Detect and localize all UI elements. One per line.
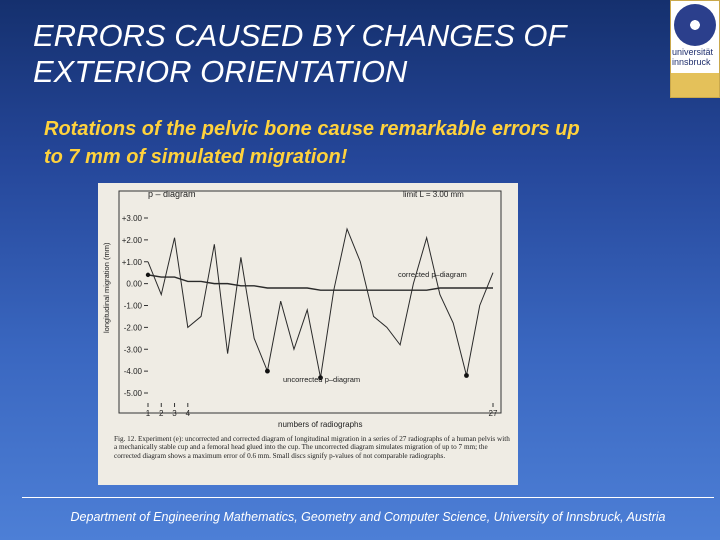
y-tick-label: -1.00 <box>124 302 143 311</box>
x-tick-label: 4 <box>186 409 191 418</box>
slide-footer: Department of Engineering Mathematics, G… <box>70 510 666 524</box>
y-tick-label: -2.00 <box>124 323 143 332</box>
y-tick-label: -5.00 <box>124 389 143 398</box>
chart-title: p – diagram <box>148 189 196 199</box>
migration-chart: p – diagram limit L = 3.00 mm longitudin… <box>102 189 510 460</box>
figure-caption-box: Fig. 12. Experiment (e): uncorrected and… <box>114 435 510 460</box>
uncorrected-series-line <box>147 227 494 378</box>
x-tick-label: 2 <box>159 409 164 418</box>
y-tick-label: +3.00 <box>122 214 143 223</box>
x-tick-label: 1 <box>146 409 151 418</box>
logo-line-2: innsbruck <box>672 57 711 67</box>
y-axis-label: longitudinal migration (mm) <box>102 242 111 333</box>
slide-title: ERRORS CAUSED BY CHANGES OF EXTERIOR ORI… <box>33 18 566 89</box>
x-tick-label: 27 <box>489 409 498 418</box>
data-point-disc <box>464 373 469 378</box>
y-tick-label: -3.00 <box>124 345 143 354</box>
plot-frame <box>118 190 502 414</box>
y-tick-label: +2.00 <box>122 236 143 245</box>
corrected-series-label: corrected p–diagram <box>398 270 467 279</box>
logo-line-1: universität <box>672 47 714 57</box>
data-point-disc <box>145 272 151 278</box>
corrected-series-line <box>147 274 493 291</box>
slide-subtitle: Rotations of the pelvic bone cause remar… <box>44 118 580 168</box>
y-tick-label: 0.00 <box>126 280 142 289</box>
y-tick-label: +1.00 <box>122 258 143 267</box>
data-point-disc <box>318 375 323 381</box>
footer-divider <box>22 497 714 498</box>
migration-figure: p – diagram limit L = 3.00 mm longitudin… <box>98 183 518 485</box>
seal-icon <box>674 4 716 46</box>
uncorrected-series-label: uncorrected p–diagram <box>283 375 360 384</box>
x-axis-label: numbers of radiographs <box>278 420 363 429</box>
x-tick-label: 3 <box>172 409 177 418</box>
figure-caption: Fig. 12. Experiment (e): uncorrected and… <box>114 435 510 460</box>
logo-bar <box>671 73 719 97</box>
limit-label: limit L = 3.00 mm <box>403 190 464 199</box>
university-logo: universität innsbruck <box>670 0 720 98</box>
y-tick-label: -4.00 <box>124 367 143 376</box>
data-point-disc <box>265 368 270 374</box>
